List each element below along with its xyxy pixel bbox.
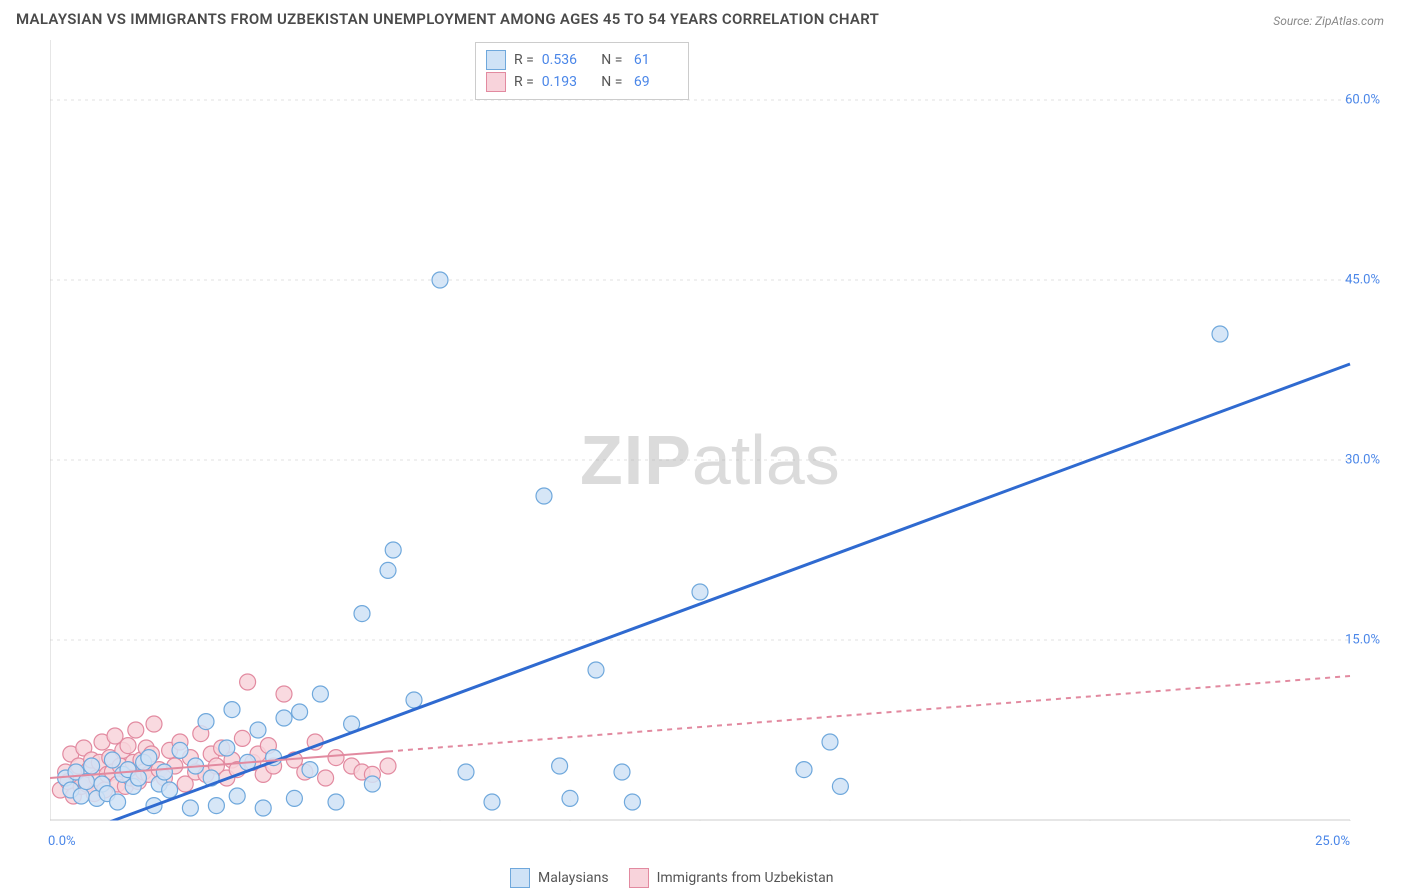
- legend-series-label: Immigrants from Uzbekistan: [657, 870, 834, 886]
- legend-r-value: 0.193: [542, 71, 590, 93]
- legend-series-item: Malaysians: [510, 868, 609, 888]
- legend-n-label: N =: [598, 49, 623, 71]
- source-credit: Source: ZipAtlas.com: [1273, 14, 1384, 28]
- legend-row: R = 0.536 N = 61: [486, 49, 678, 71]
- legend-row: R = 0.193 N = 69: [486, 71, 678, 93]
- chart-container: [50, 40, 1390, 840]
- legend-correlation: R = 0.536 N = 61 R = 0.193 N = 69: [475, 42, 689, 100]
- y-tick-label: 60.0%: [1300, 93, 1380, 108]
- legend-series-item: Immigrants from Uzbekistan: [629, 868, 834, 888]
- legend-n-label: N =: [598, 71, 623, 93]
- x-tick-label: 25.0%: [1315, 834, 1350, 849]
- chart-title: MALAYSIAN VS IMMIGRANTS FROM UZBEKISTAN …: [16, 10, 879, 28]
- y-tick-label: 30.0%: [1300, 453, 1380, 468]
- legend-r-label: R =: [514, 49, 534, 71]
- legend-swatch: [510, 868, 530, 888]
- legend-series: Malaysians Immigrants from Uzbekistan: [510, 868, 834, 888]
- legend-series-label: Malaysians: [538, 870, 609, 886]
- legend-swatch: [486, 50, 506, 70]
- y-tick-label: 15.0%: [1300, 633, 1380, 648]
- legend-swatch: [486, 72, 506, 92]
- legend-n-value: 69: [630, 71, 678, 93]
- y-tick-label: 45.0%: [1300, 273, 1380, 288]
- legend-swatch: [629, 868, 649, 888]
- legend-n-value: 61: [630, 49, 678, 71]
- legend-r-value: 0.536: [542, 49, 590, 71]
- legend-r-label: R =: [514, 71, 534, 93]
- scatter-chart: [50, 40, 1390, 840]
- x-tick-label: 0.0%: [48, 834, 76, 849]
